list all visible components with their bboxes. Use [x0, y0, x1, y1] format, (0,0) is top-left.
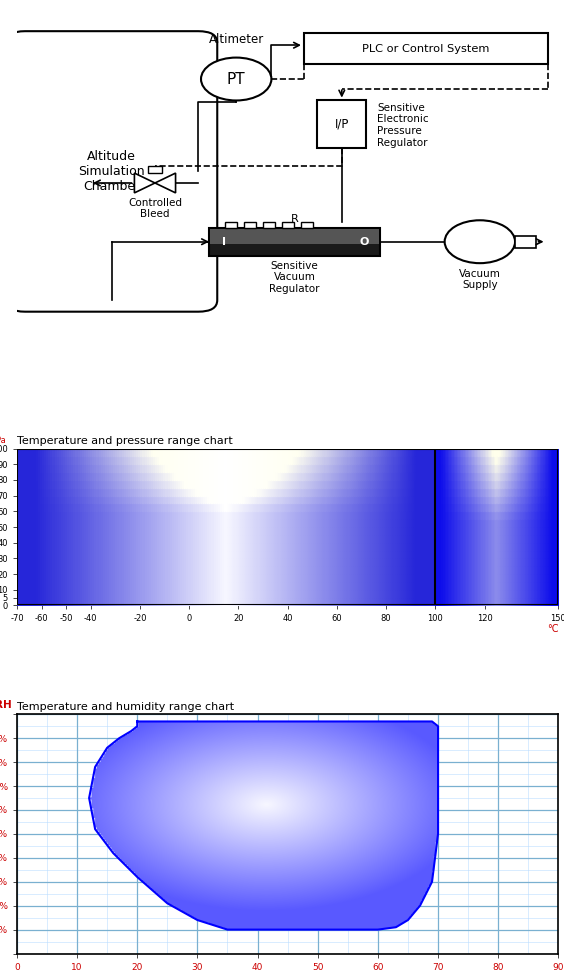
FancyBboxPatch shape — [6, 31, 217, 311]
Bar — [515, 235, 536, 248]
Text: I: I — [222, 236, 226, 247]
Bar — [281, 222, 294, 228]
Bar — [304, 33, 548, 64]
Polygon shape — [155, 173, 175, 193]
Circle shape — [444, 220, 515, 263]
Text: Altitude
Simulation
Chamber: Altitude Simulation Chamber — [78, 150, 145, 193]
Text: Altimeter: Altimeter — [209, 33, 264, 46]
Bar — [318, 100, 366, 148]
Text: Temperature and pressure range chart: Temperature and pressure range chart — [17, 437, 233, 447]
Bar — [148, 165, 162, 173]
Text: R: R — [290, 214, 298, 225]
Text: Sensitive
Vacuum
Regulator: Sensitive Vacuum Regulator — [269, 261, 320, 294]
Bar — [244, 222, 255, 228]
Text: kPa: kPa — [0, 437, 6, 446]
Polygon shape — [134, 173, 155, 193]
Text: RH: RH — [0, 700, 11, 709]
Text: I/P: I/P — [334, 118, 349, 131]
Text: PLC or Control System: PLC or Control System — [362, 44, 490, 54]
Text: Vacuum
Supply: Vacuum Supply — [459, 269, 501, 290]
Circle shape — [201, 57, 271, 100]
Bar — [210, 229, 378, 244]
Bar — [263, 222, 275, 228]
Text: O: O — [360, 236, 369, 247]
Bar — [225, 222, 237, 228]
Text: Temperature and humidity range chart: Temperature and humidity range chart — [17, 703, 234, 712]
Text: °C: °C — [547, 625, 558, 634]
Text: Sensitive
Electronic
Pressure
Regulator: Sensitive Electronic Pressure Regulator — [377, 103, 429, 148]
Bar — [301, 222, 312, 228]
Text: PT: PT — [227, 72, 245, 87]
Bar — [209, 228, 380, 256]
Text: Controlled
Bleed: Controlled Bleed — [128, 198, 182, 220]
